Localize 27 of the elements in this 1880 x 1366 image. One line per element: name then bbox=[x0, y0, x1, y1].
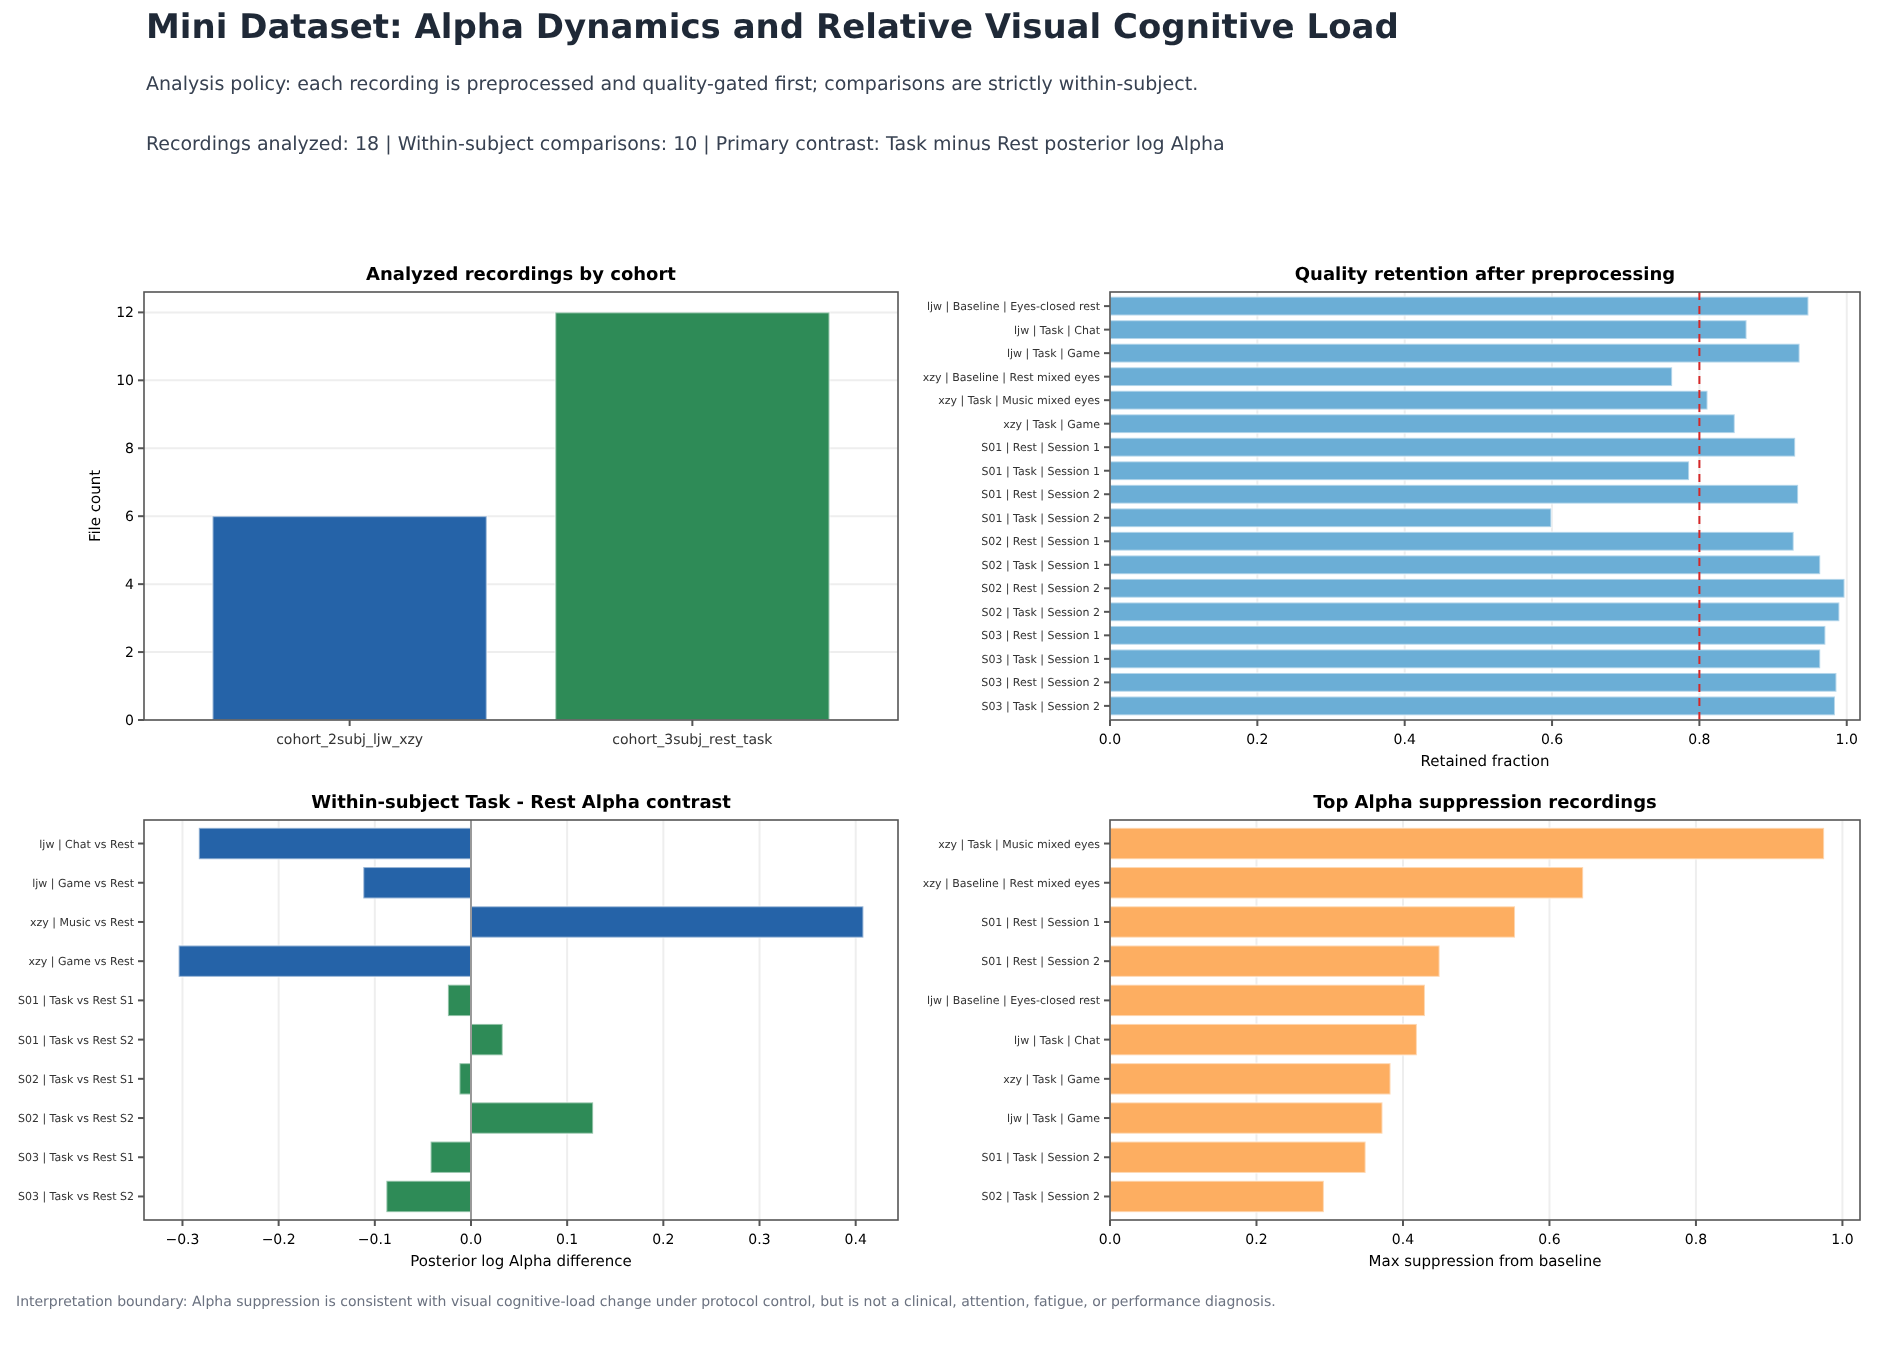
bar bbox=[469, 1022, 504, 1057]
chart-title: Quality retention after preprocessing bbox=[1294, 266, 1676, 286]
bar bbox=[1109, 1179, 1325, 1214]
bar bbox=[1109, 866, 1585, 900]
text: Mini Dataset: Alpha Dynamics and Relative Visual Cognitive Load bbox=[146, 8, 1399, 48]
bar bbox=[469, 905, 865, 939]
text: Analysis policy: each recording is preprocessed and quality-gated first; comparisons are strictly within-subject. bbox=[146, 74, 1199, 96]
bar bbox=[458, 1062, 472, 1096]
bar bbox=[177, 944, 472, 978]
bar bbox=[1109, 1062, 1392, 1096]
bar bbox=[385, 1179, 472, 1214]
chart-title: Analyzed recordings by cohort bbox=[366, 266, 678, 286]
bar bbox=[362, 866, 472, 900]
bar bbox=[1109, 944, 1441, 978]
bar bbox=[429, 1140, 472, 1174]
text: Recordings analyzed: 18 | Within-subject comparisons: 10 | Primary contrast: Task minus Rest posterior log Alpha bbox=[146, 134, 1225, 156]
bar bbox=[1109, 905, 1517, 939]
bar bbox=[1109, 983, 1426, 1018]
bar bbox=[446, 983, 472, 1018]
bar bbox=[1109, 1101, 1384, 1135]
bar bbox=[469, 1101, 595, 1135]
bar bbox=[197, 826, 472, 861]
bar bbox=[1109, 826, 1826, 861]
bar bbox=[1109, 1022, 1418, 1057]
chart-title: Top Alpha suppression recordings bbox=[1313, 794, 1657, 814]
chart-title: Within-subject Task - Rest Alpha contrast bbox=[311, 794, 733, 814]
bar bbox=[1109, 1140, 1367, 1174]
